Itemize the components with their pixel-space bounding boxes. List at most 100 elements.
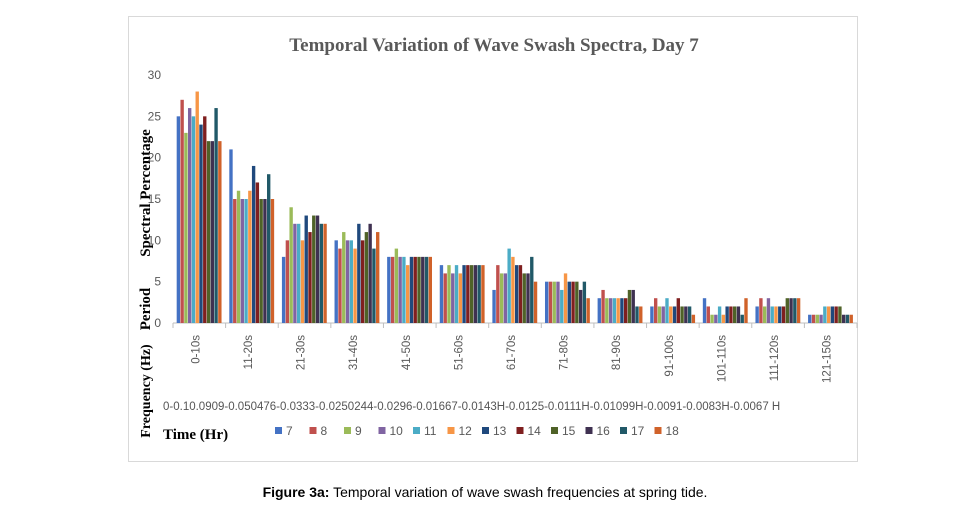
bar-61-70s-series-10 <box>503 273 508 323</box>
bar-121-150s-series-17 <box>845 314 850 323</box>
bar-31-40s-series-17 <box>372 248 376 323</box>
bar-71-80s-series-12 <box>563 273 568 323</box>
x-tick-label: 71-80s <box>559 335 571 370</box>
bar-111-120s-series-18 <box>796 298 801 323</box>
bar-91-100s-series-13 <box>672 306 677 323</box>
x-tick-label: 0-10s <box>190 335 202 364</box>
bar-111-120s-series-14 <box>781 306 786 323</box>
bar-31-40s-series-14 <box>360 240 365 323</box>
bar-41-50s-series-7 <box>387 256 391 323</box>
bar-121-150s-series-11 <box>823 306 827 323</box>
bar-11-20s-series-10 <box>240 199 244 323</box>
bar-31-40s-series-8 <box>338 248 342 323</box>
bar-121-150s-series-9 <box>815 314 819 323</box>
bar-31-40s-series-11 <box>349 240 353 323</box>
bar-11-20s-series-11 <box>244 199 248 323</box>
bar-31-40s-series-18 <box>376 232 380 323</box>
frequency-labels: 0-0.10.0909-0.050476-0.0333-0.0250244-0.… <box>163 401 780 413</box>
bar-0-10s-series-14 <box>203 116 207 323</box>
bar-0-10s-series-15 <box>206 141 211 323</box>
bar-31-40s-series-12 <box>353 248 357 323</box>
bar-71-80s-series-9 <box>552 281 556 323</box>
bar-61-70s-series-18 <box>533 281 538 323</box>
bar-111-120s-series-16 <box>789 298 793 323</box>
bar-111-120s-series-13 <box>778 306 782 323</box>
bar-101-110s-series-13 <box>725 306 729 323</box>
legend-label-8: 8 <box>321 424 328 438</box>
y-axis-label-spectral: Spectral Percentage <box>138 129 154 257</box>
legend-swatch-8 <box>309 427 317 434</box>
bar-91-100s-series-8 <box>653 298 658 323</box>
bar-61-70s-series-9 <box>499 273 504 323</box>
bar-21-30s-series-16 <box>315 215 320 323</box>
bar-11-20s-series-18 <box>270 199 275 323</box>
bar-71-80s-series-11 <box>560 289 564 323</box>
bar-111-120s-series-9 <box>762 306 767 323</box>
bar-71-80s-series-7 <box>544 281 549 323</box>
bar-101-110s-series-16 <box>736 306 741 323</box>
legend-swatch-10 <box>378 427 386 434</box>
bar-91-100s-series-14 <box>676 298 680 323</box>
figure-caption: Figure 3a: Temporal variation of wave sw… <box>0 484 970 500</box>
bar-21-30s-series-9 <box>289 207 293 323</box>
x-tick-label: 11-20s <box>243 335 255 370</box>
bar-61-70s-series-17 <box>530 256 534 323</box>
bar-61-70s-series-14 <box>518 265 523 323</box>
bar-51-60s-series-11 <box>454 265 459 323</box>
chart-frame: Temporal Variation of Wave Swash Spectra… <box>128 16 858 462</box>
legend-label-16: 16 <box>597 424 611 438</box>
bar-51-60s-series-7 <box>439 265 444 323</box>
bar-81-90s-series-8 <box>601 289 605 323</box>
bar-0-10s-series-17 <box>214 108 218 323</box>
bar-121-150s-series-15 <box>838 306 842 323</box>
legend-swatch-7 <box>275 427 282 434</box>
bar-21-30s-series-15 <box>312 215 316 323</box>
bar-0-10s-series-10 <box>187 108 192 323</box>
bar-101-110s-series-11 <box>717 306 722 323</box>
bar-71-80s-series-14 <box>571 281 575 323</box>
bar-51-60s-series-14 <box>466 265 470 323</box>
bar-41-50s-series-8 <box>390 256 395 323</box>
bar-121-150s-series-16 <box>842 314 846 323</box>
bar-21-30s-series-11 <box>296 223 301 323</box>
bar-0-10s-series-8 <box>180 99 184 323</box>
bar-91-100s-series-7 <box>650 306 654 323</box>
bar-81-90s-series-17 <box>635 306 639 323</box>
bar-121-150s-series-14 <box>834 306 838 323</box>
bar-0-10s-series-16 <box>210 141 214 323</box>
bar-0-10s-series-18 <box>218 141 222 323</box>
bar-101-110s-series-15 <box>733 306 737 323</box>
legend-label-17: 17 <box>631 424 645 438</box>
bar-81-90s-series-7 <box>597 298 601 323</box>
bar-71-80s-series-15 <box>575 281 579 323</box>
bar-51-60s-series-17 <box>477 265 481 323</box>
bar-41-50s-series-12 <box>405 265 410 323</box>
bar-41-50s-series-17 <box>424 256 429 323</box>
bar-111-120s-series-10 <box>766 298 771 323</box>
caption-text: Temporal variation of wave swash frequen… <box>329 484 708 500</box>
legend-swatch-9 <box>344 427 351 434</box>
x-tick-label: 21-30s <box>296 335 308 370</box>
legend: 7 8 9 10 11 12 13 14 15 16 17 18 <box>275 424 679 438</box>
bar-11-20s-series-13 <box>251 165 256 323</box>
bar-61-70s-series-16 <box>526 273 530 323</box>
legend-swatch-11 <box>413 427 420 434</box>
bar-81-90s-series-18 <box>639 306 643 323</box>
bar-121-150s-series-13 <box>830 306 835 323</box>
bar-61-70s-series-15 <box>522 273 526 323</box>
y-tick-label: 0 <box>154 316 161 330</box>
bar-31-40s-series-9 <box>342 232 346 323</box>
bar-0-10s-series-13 <box>199 124 203 323</box>
bar-101-110s-series-17 <box>740 314 744 323</box>
bar-71-80s-series-8 <box>548 281 553 323</box>
bar-41-50s-series-15 <box>417 256 421 323</box>
bar-101-110s-series-12 <box>721 314 726 323</box>
bar-91-100s-series-18 <box>691 314 696 323</box>
bar-51-60s-series-18 <box>481 265 485 323</box>
x-tick-label: 51-60s <box>453 335 465 370</box>
y-axis-label-frequency: Frequency (Hz) <box>139 344 154 438</box>
x-tick-label: 41-50s <box>401 335 413 370</box>
bar-21-30s-series-8 <box>285 240 290 323</box>
x-axis-label: Time (Hr) <box>163 427 228 443</box>
bar-101-110s-series-10 <box>714 314 718 323</box>
